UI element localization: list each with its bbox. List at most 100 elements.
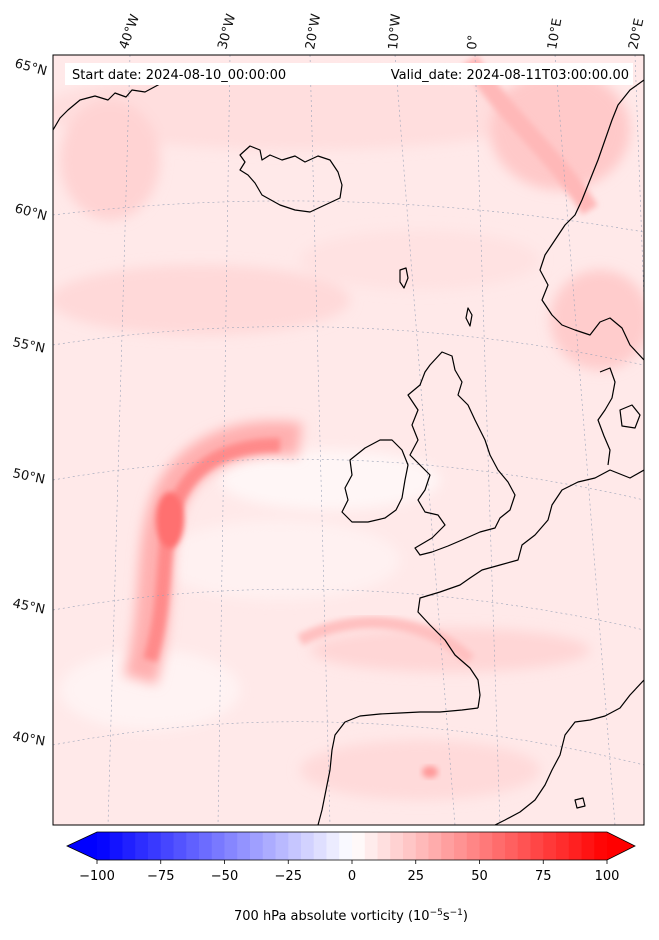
- colorbar-label-prefix: 700 hPa absolute vorticity (10: [234, 909, 430, 924]
- colorbar-segment: [224, 832, 238, 860]
- graticule-lat-45n: [53, 588, 644, 631]
- graticule-lon-40w: [107, 55, 131, 825]
- colorbar-segment: [199, 832, 213, 860]
- coastline-denmark-islands: [619, 404, 641, 429]
- colorbar-label: 700 hPa absolute vorticity (10−5s−1): [234, 908, 468, 924]
- info-bar-background: [65, 63, 633, 85]
- coastline-greenland: [53, 79, 169, 131]
- colorbar-tick-label: 75: [535, 869, 552, 884]
- colorbar-tick-label: 100: [595, 869, 620, 884]
- graticule-lon-30w: [217, 55, 231, 825]
- colorbar-segment: [275, 832, 289, 860]
- lat-label-45n: 45°N: [11, 596, 46, 617]
- graticule-lon-10w: [394, 55, 456, 825]
- graticule-lat-50n: [53, 458, 644, 501]
- colorbar-segment: [581, 832, 595, 860]
- colorbar-segment: [454, 832, 468, 860]
- colorbar-extend-right: [607, 832, 635, 860]
- colorbar-tick-label: −75: [147, 869, 174, 884]
- coastline-norway: [539, 79, 644, 361]
- colorbar-segment: [530, 832, 544, 860]
- start-date-text: Start date: 2024-08-10_00:00:00: [72, 68, 286, 83]
- colorbar-tick-label: −100: [79, 869, 115, 884]
- lon-label-20e: 20°E: [626, 17, 647, 51]
- colorbar: −100 −75 −50 −25 0 25 50 75 100 700 hPa absolute…: [66, 831, 636, 924]
- colorbar-segment: [109, 832, 123, 860]
- graticule-lon-10e: [554, 55, 616, 825]
- colorbar-segment: [543, 832, 557, 860]
- colorbar-segment: [441, 832, 455, 860]
- lon-label-20w: 20°W: [303, 13, 324, 51]
- colorbar-segment: [262, 832, 276, 860]
- colorbar-segment: [556, 832, 570, 860]
- valid-date-text: Valid_date: 2024-08-11T03:00:00.00: [391, 68, 629, 83]
- colorbar-tick-label: 0: [348, 869, 356, 884]
- graticule-lat-40n: [53, 721, 644, 766]
- colorbar-segment: [505, 832, 519, 860]
- latitude-labels: 65°N 60°N 55°N 50°N 45°N 40°N: [11, 56, 48, 749]
- map-frame: [52, 54, 645, 826]
- lat-label-65n: 65°N: [13, 56, 49, 79]
- colorbar-segment: [173, 832, 187, 860]
- coastline-denmark: [597, 367, 616, 466]
- colorbar-tick-label: −50: [211, 869, 238, 884]
- coastline-balearic: [574, 797, 586, 809]
- colorbar-segment: [466, 832, 480, 860]
- colorbar-segment: [148, 832, 162, 860]
- colorbar-label-exp2: −1: [450, 908, 463, 918]
- colorbar-label-suffix: ): [463, 909, 468, 924]
- colorbar-segment: [377, 832, 391, 860]
- coastline-iberia: [317, 707, 479, 825]
- colorbar-segment: [186, 832, 200, 860]
- colorbar-segment: [492, 832, 506, 860]
- colorbar-segment: [479, 832, 493, 860]
- colorbar-label-mid: s: [443, 909, 450, 924]
- coastlines: [53, 79, 644, 825]
- vorticity-field: [53, 55, 644, 800]
- graticule-lon-0: [474, 55, 501, 825]
- colorbar-label-exp1: −5: [430, 908, 443, 918]
- graticule-lon-20w: [309, 55, 331, 825]
- colorbar-segment: [364, 832, 378, 860]
- colorbar-segment: [428, 832, 442, 860]
- colorbar-segment: [390, 832, 404, 860]
- lat-label-50n: 50°N: [11, 466, 46, 487]
- lon-label-40w: 40°W: [117, 12, 143, 51]
- coastline-shetland: [465, 307, 473, 327]
- coastline-europe: [417, 469, 644, 709]
- colorbar-segment: [403, 832, 417, 860]
- colorbar-extend-left: [67, 832, 97, 860]
- colorbar-tick-label: −25: [275, 869, 302, 884]
- colorbar-segment: [326, 832, 340, 860]
- colorbar-segment: [288, 832, 302, 860]
- graticule-lon-20e: [634, 55, 644, 301]
- colorbar-segments: [97, 832, 608, 860]
- colorbar-segment: [339, 832, 353, 860]
- graticule-lat-60n: [53, 200, 644, 233]
- colorbar-segment: [568, 832, 582, 860]
- coastline-iberia-east: [494, 679, 644, 825]
- map-panel: [53, 55, 644, 825]
- longitude-labels: 40°W 30°W 20°W 10°W 0° 10°E 20°E: [117, 12, 648, 51]
- colorbar-segment: [97, 832, 111, 860]
- coastline-ireland: [341, 439, 409, 523]
- colorbar-tick-label: 25: [407, 869, 424, 884]
- colorbar-segment: [135, 832, 149, 860]
- graticule: [53, 55, 644, 825]
- coastline-iceland: [239, 145, 343, 213]
- colorbar-segment: [211, 832, 225, 860]
- coastline-great-britain: [407, 351, 516, 556]
- colorbar-segment: [122, 832, 136, 860]
- lat-label-60n: 60°N: [13, 201, 49, 224]
- colorbar-segment: [237, 832, 251, 860]
- coastline-faroe: [399, 267, 409, 289]
- colorbar-segment: [415, 832, 429, 860]
- colorbar-ticks: −100 −75 −50 −25 0 25 50 75 100: [79, 860, 619, 884]
- lon-label-10e: 10°E: [545, 17, 565, 50]
- lat-label-40n: 40°N: [11, 729, 46, 749]
- lon-label-30w: 30°W: [215, 12, 239, 51]
- colorbar-segment: [301, 832, 315, 860]
- colorbar-segment: [313, 832, 327, 860]
- graticule-lat-55n: [53, 326, 644, 366]
